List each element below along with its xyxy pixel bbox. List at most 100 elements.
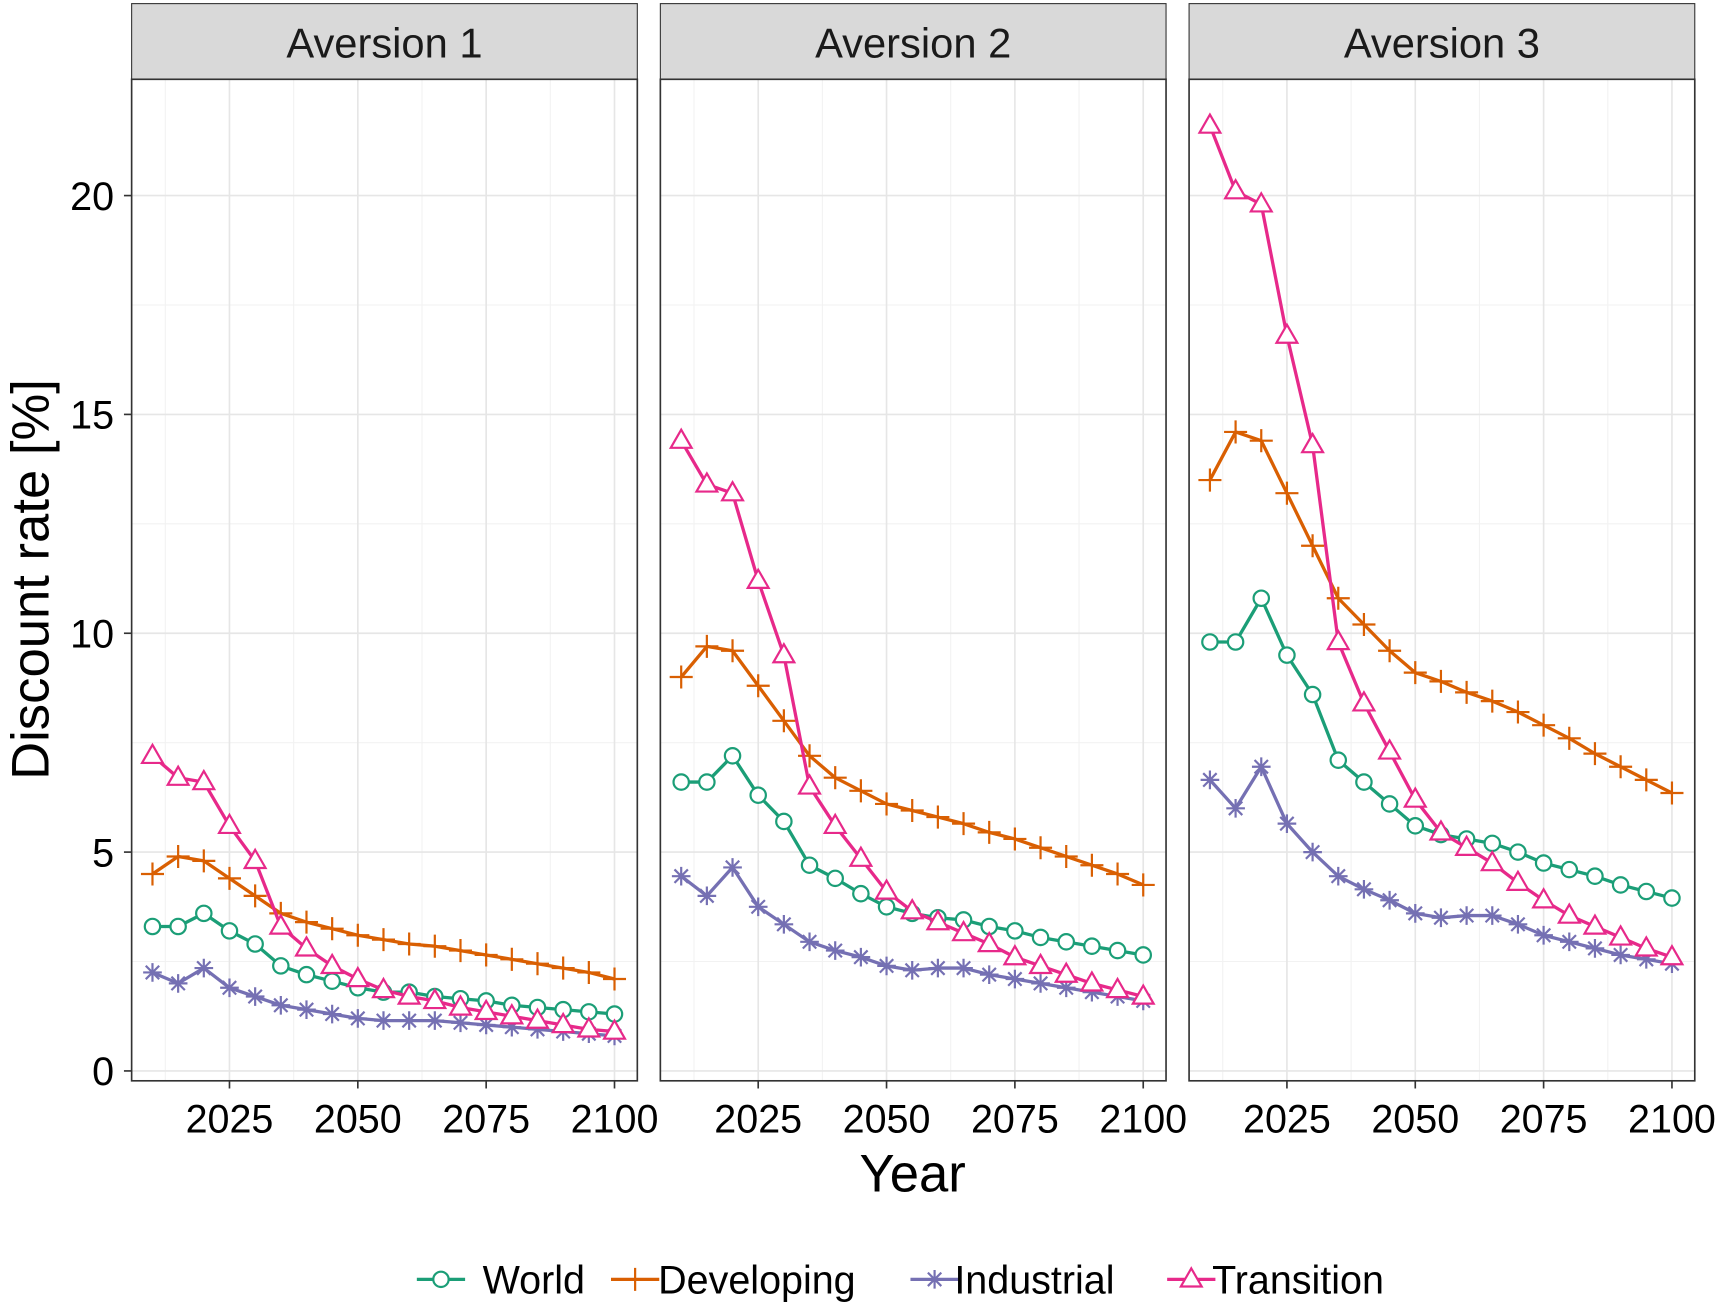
data-point-world [297, 965, 316, 984]
data-point-world [775, 812, 793, 831]
data-point-world [323, 972, 341, 990]
data-point-industrial [1031, 974, 1050, 993]
data-point-developing [721, 639, 745, 663]
data-point-transition [797, 773, 822, 795]
data-point-developing [397, 932, 421, 956]
data-point-world [1483, 834, 1502, 853]
data-point-transition [294, 935, 319, 957]
panel-border [659, 78, 1167, 1082]
data-point-industrial [1056, 978, 1076, 998]
data-point-industrial [194, 958, 214, 978]
data-point-transition [1002, 943, 1028, 966]
data-point-transition [694, 471, 720, 493]
data-point-developing [1480, 689, 1504, 713]
data-point-industrial [1226, 799, 1245, 818]
data-point-transition [1130, 983, 1156, 1005]
legend-key-world-icon [432, 1270, 450, 1289]
data-point-industrial [825, 941, 845, 960]
y-tick-label: 0 [92, 1050, 114, 1094]
panel-title: Aversion 3 [1344, 19, 1540, 66]
data-point-industrial [877, 956, 896, 976]
panel-title: Aversion 2 [815, 19, 1011, 66]
data-point-industrial [1611, 945, 1630, 965]
data-point-world [272, 957, 290, 975]
data-point-transition [396, 983, 422, 1005]
data-point-transition [771, 641, 797, 664]
data-point-world [749, 786, 767, 804]
data-point-developing [525, 952, 550, 976]
data-point-developing [746, 674, 770, 698]
data-point-industrial [1005, 969, 1025, 989]
data-point-world [1278, 646, 1296, 664]
data-point-industrial [928, 958, 948, 978]
data-point-transition [1351, 690, 1377, 712]
data-point-transition [448, 994, 473, 1016]
data-point-transition [268, 913, 294, 935]
legend-key-developing-icon [623, 1267, 647, 1291]
panel-3: Aversion 3 2025 2050 2075 2100 [1188, 3, 1716, 1141]
panel-border [1188, 78, 1696, 1082]
data-point-world [246, 935, 264, 953]
data-point-developing [1080, 853, 1104, 877]
data-point-developing [602, 967, 627, 991]
x-tick-label: 2100 [571, 1097, 659, 1141]
x-tick-label: 2075 [442, 1097, 530, 1141]
data-point-world [800, 856, 819, 875]
data-point-developing [1054, 844, 1078, 868]
data-point-transition [1325, 628, 1351, 651]
data-point-developing [217, 866, 241, 890]
y-tick-label: 5 [92, 831, 114, 875]
data-point-industrial [528, 1020, 547, 1039]
data-point-developing [192, 849, 216, 873]
data-point-industrial [748, 897, 768, 917]
data-point-developing [1301, 534, 1325, 558]
plot-background [131, 79, 638, 1081]
data-point-world [220, 922, 239, 940]
data-point-industrial [1636, 950, 1656, 969]
data-point-industrial [1380, 890, 1399, 910]
data-point-world [1380, 795, 1399, 813]
data-point-transition [550, 1011, 576, 1034]
data-point-developing [695, 634, 719, 658]
data-point-world [877, 898, 896, 916]
data-point-world [723, 747, 742, 765]
data-point-industrial [979, 965, 999, 984]
legend-key-transition-icon [1178, 1266, 1204, 1288]
data-point-transition [874, 878, 899, 900]
x-axis-label: Year [859, 1145, 965, 1204]
data-point-transition [1028, 952, 1053, 975]
legend: World Developing Industrial Transition [416, 1259, 1384, 1303]
data-point-transition [1300, 431, 1325, 454]
data-point-transition [1582, 913, 1608, 935]
data-point-transition [1274, 322, 1300, 344]
data-point-industrial [1559, 932, 1579, 952]
data-point-transition [191, 768, 217, 791]
panel-strip [131, 3, 638, 80]
y-axis-label: Discount rate [%] [1, 379, 60, 780]
data-point-transition [473, 998, 499, 1021]
data-point-transition [1454, 834, 1479, 856]
data-point-industrial [143, 963, 162, 982]
data-point-developing [952, 812, 976, 836]
data-point-developing [474, 943, 498, 967]
data-point-industrial [245, 987, 265, 1006]
x-tick-label: 2050 [843, 1097, 931, 1141]
data-point-transition [319, 952, 345, 975]
data-point-world [1560, 860, 1579, 879]
x-tick-label: 2025 [1243, 1097, 1331, 1141]
data-point-industrial [1405, 904, 1425, 923]
data-point-world [1586, 867, 1604, 885]
data-point-industrial [322, 1004, 342, 1024]
data-point-developing [166, 844, 190, 868]
data-point-world [1406, 817, 1425, 835]
data-point-world [143, 917, 162, 936]
data-point-transition [822, 812, 848, 835]
data-point-developing [500, 947, 524, 971]
data-point-industrial [476, 1015, 496, 1035]
data-point-developing [423, 934, 447, 958]
data-point-transition [1659, 943, 1685, 966]
data-point-world [1226, 633, 1245, 651]
data-point-developing [1224, 420, 1248, 444]
data-point-world [1006, 922, 1024, 940]
